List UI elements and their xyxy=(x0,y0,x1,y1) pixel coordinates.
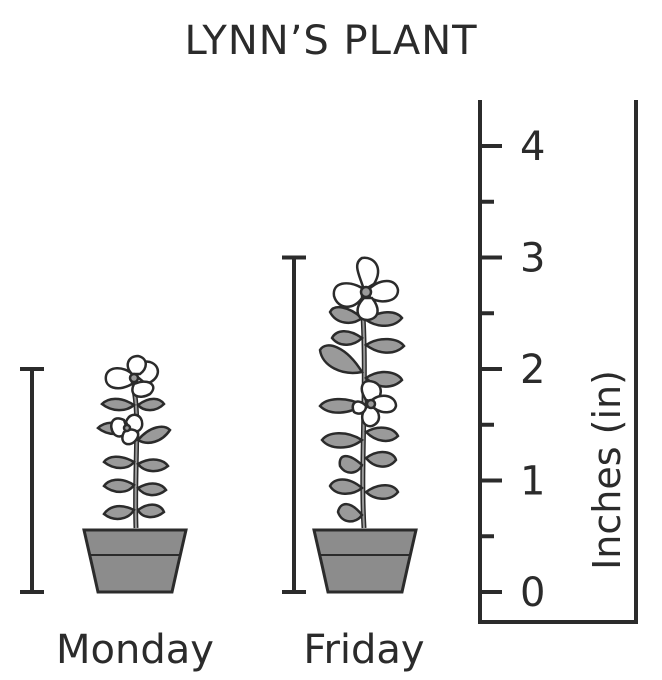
plant-stem-monday xyxy=(131,389,140,529)
ruler-ticks xyxy=(480,144,502,594)
flower-side-monday xyxy=(110,413,144,446)
ruler-tick-label: 4 xyxy=(520,124,545,170)
flower-top-friday xyxy=(332,256,400,322)
flower-top-monday xyxy=(104,354,159,398)
ruler-axis-label: Inches (in) xyxy=(585,370,629,570)
diagram-title: LYNN’S PLANT xyxy=(184,18,478,64)
flower-pot-monday xyxy=(82,528,188,594)
leaves-friday xyxy=(318,305,406,523)
flower-side-friday xyxy=(351,379,398,428)
ruler-tick-labels: 0 1 2 3 4 xyxy=(520,124,545,616)
flower-pot-friday xyxy=(312,528,418,594)
height-bracket-friday xyxy=(282,255,306,594)
day-label-monday: Monday xyxy=(56,627,214,673)
plant-monday: Monday xyxy=(20,354,214,673)
ruler-tick-label: 3 xyxy=(520,236,545,282)
plant-friday: Friday xyxy=(282,255,425,673)
height-bracket-monday xyxy=(20,367,44,594)
ruler-tick-label: 1 xyxy=(520,459,545,505)
inch-ruler: 0 1 2 3 4 Inches (in) xyxy=(478,100,638,624)
ruler-tick-label: 2 xyxy=(520,347,545,393)
day-label-friday: Friday xyxy=(303,627,424,673)
ruler-tick-label: 0 xyxy=(520,570,545,616)
